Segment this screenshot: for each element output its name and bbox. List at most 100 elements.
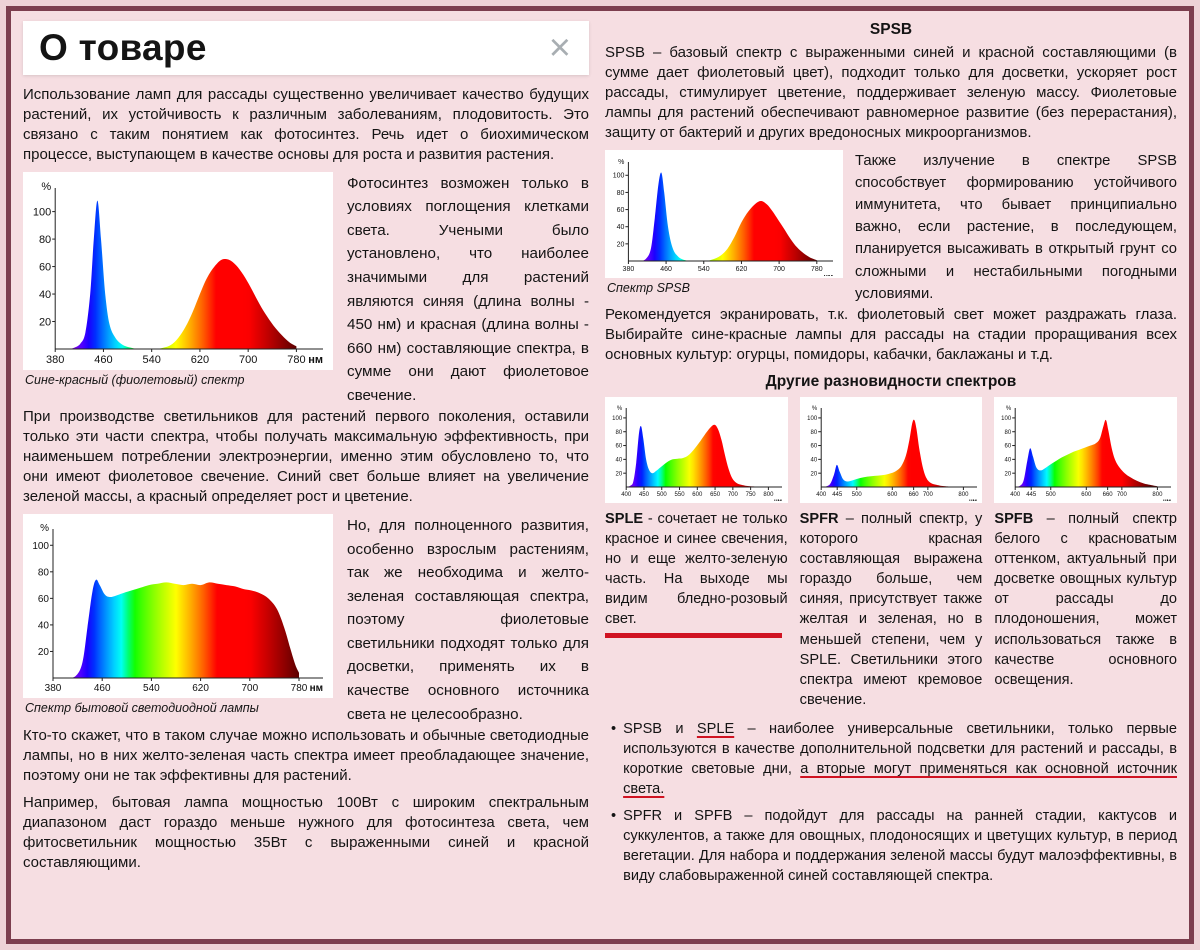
svg-text:380: 380 xyxy=(45,683,62,694)
svg-text:100: 100 xyxy=(32,541,49,552)
svg-text:700: 700 xyxy=(241,683,258,694)
chart1-row: 20 40 60 80 100% 380 460 540 620 700 780 нм Сине-кр… xyxy=(23,171,589,408)
svg-text:650: 650 xyxy=(710,492,721,498)
svg-text:100: 100 xyxy=(1002,416,1013,422)
svg-text:400: 400 xyxy=(1011,492,1022,498)
svg-text:460: 460 xyxy=(94,683,111,694)
other-spectra-heading: Другие разновидности спектров xyxy=(765,372,1017,390)
svg-text:60: 60 xyxy=(38,594,50,605)
svg-text:40: 40 xyxy=(810,457,817,463)
svg-text:400: 400 xyxy=(621,492,632,498)
svg-text:20: 20 xyxy=(616,471,623,477)
svg-text:445: 445 xyxy=(1027,492,1038,498)
svg-text:800: 800 xyxy=(763,492,774,498)
bullet-spfr-spfb: • SPFR и SPFB – подойдут для рассады на … xyxy=(609,806,1177,887)
spsb-paragraph: SPSB – базовый спектр с выраженными сине… xyxy=(605,44,1177,141)
spfr-column: 20 40 60 80 100% 400 445 500 600 660 700 800нм SPFR… xyxy=(799,396,983,710)
sple-spectrum-plot: 20 40 60 80 100% 400 450 500 550 600 650 700 750 800н… xyxy=(607,401,784,505)
sple-text: SPLE - сочетает не только красное и сине… xyxy=(605,510,788,628)
chart2-caption: Спектр бытовой светодиодной лампы xyxy=(25,701,259,716)
svg-text:100: 100 xyxy=(612,416,623,422)
svg-text:нм: нм xyxy=(310,683,323,694)
svg-text:700: 700 xyxy=(728,492,739,498)
svg-text:нм: нм xyxy=(1163,499,1172,501)
close-icon[interactable]: × xyxy=(548,26,571,69)
screening-paragraph: Рекомендуется экранировать, т.к. фиолето… xyxy=(605,306,1177,363)
svg-text:20: 20 xyxy=(38,647,50,658)
svg-text:%: % xyxy=(40,523,49,534)
svg-text:80: 80 xyxy=(1005,430,1012,436)
household-led-plot: 20 40 60 80 100% 380 460 540 620 700 780 нм xyxy=(25,518,325,696)
blue-red-spectrum-chart: 20 40 60 80 100% 380 460 540 620 700 780 нм xyxy=(23,171,333,370)
sple-column: 20 40 60 80 100% 400 450 500 550 600 650 700 750 800н… xyxy=(605,396,788,710)
svg-text:780: 780 xyxy=(811,266,823,273)
photosynthesis-paragraph: Фотосинтез возможен только в условиях по… xyxy=(347,174,589,404)
bullet-marker: • xyxy=(611,721,617,738)
svg-text:80: 80 xyxy=(616,430,623,436)
sple-spectrum-chart: 20 40 60 80 100% 400 450 500 550 600 650 700 750 800н… xyxy=(605,396,788,505)
svg-text:660: 660 xyxy=(1103,492,1114,498)
svg-text:60: 60 xyxy=(39,261,51,273)
svg-text:%: % xyxy=(1006,406,1012,412)
svg-text:380: 380 xyxy=(623,266,635,273)
svg-text:660: 660 xyxy=(908,492,919,498)
spfb-text: SPFB – полный спектр белого с красноваты… xyxy=(994,510,1178,688)
svg-text:780: 780 xyxy=(291,683,308,694)
immunity-paragraph: Также излучение в спектре SPSB способств… xyxy=(855,152,1177,302)
svg-text:60: 60 xyxy=(617,207,625,214)
spfr-text: SPFR – полный спектр, у которого красная… xyxy=(799,510,983,708)
svg-text:600: 600 xyxy=(887,492,898,498)
svg-text:620: 620 xyxy=(191,354,209,366)
svg-text:40: 40 xyxy=(38,620,50,631)
svg-text:20: 20 xyxy=(617,241,625,248)
spsb-heading: SPSB xyxy=(869,21,913,38)
svg-text:нм: нм xyxy=(308,354,323,366)
intro-paragraph: Использование ламп для рассады существен… xyxy=(23,86,589,163)
left-column: О товаре × Использование ламп для рассад… xyxy=(23,21,589,929)
svg-text:400: 400 xyxy=(816,492,827,498)
svg-text:500: 500 xyxy=(851,492,862,498)
chart2-column: 20 40 60 80 100% 380 460 540 620 700 780 нм Спектр … xyxy=(23,514,333,726)
svg-text:100: 100 xyxy=(33,206,51,218)
svg-text:540: 540 xyxy=(143,354,161,366)
svg-text:600: 600 xyxy=(692,492,703,498)
svg-text:460: 460 xyxy=(660,266,672,273)
svg-text:20: 20 xyxy=(1005,471,1012,477)
svg-text:620: 620 xyxy=(736,266,748,273)
svg-text:780: 780 xyxy=(287,354,305,366)
svg-text:60: 60 xyxy=(616,443,623,449)
svg-text:500: 500 xyxy=(1046,492,1057,498)
svg-text:445: 445 xyxy=(832,492,843,498)
svg-text:60: 60 xyxy=(1005,443,1012,449)
red-underline xyxy=(605,632,783,638)
svg-text:750: 750 xyxy=(746,492,757,498)
svg-text:540: 540 xyxy=(143,683,160,694)
svg-text:80: 80 xyxy=(39,234,51,246)
svg-text:40: 40 xyxy=(39,289,51,301)
svg-text:60: 60 xyxy=(810,443,817,449)
svg-text:540: 540 xyxy=(698,266,710,273)
spectra-comparison-row: 20406080100%400450500550600650700750800н… xyxy=(605,396,1178,710)
spsb-chart-caption: Спектр SPSB xyxy=(607,280,690,295)
svg-text:100: 100 xyxy=(613,172,625,179)
first-generation-paragraph: При производстве светильников для растен… xyxy=(23,408,589,506)
svg-text:нм: нм xyxy=(824,274,833,276)
spfr-spectrum-plot: 20 40 60 80 100% 400 445 500 600 660 700 800нм xyxy=(802,401,979,505)
chart2-row: 20 40 60 80 100% 380 460 540 620 700 780 нм Спектр … xyxy=(23,514,589,726)
svg-text:460: 460 xyxy=(94,354,112,366)
svg-text:380: 380 xyxy=(46,354,64,366)
svg-text:40: 40 xyxy=(617,224,625,231)
svg-text:800: 800 xyxy=(1153,492,1164,498)
svg-text:600: 600 xyxy=(1082,492,1093,498)
bullet-marker: • xyxy=(611,807,617,824)
svg-text:%: % xyxy=(41,181,51,193)
svg-text:20: 20 xyxy=(39,316,51,328)
svg-text:700: 700 xyxy=(239,354,257,366)
